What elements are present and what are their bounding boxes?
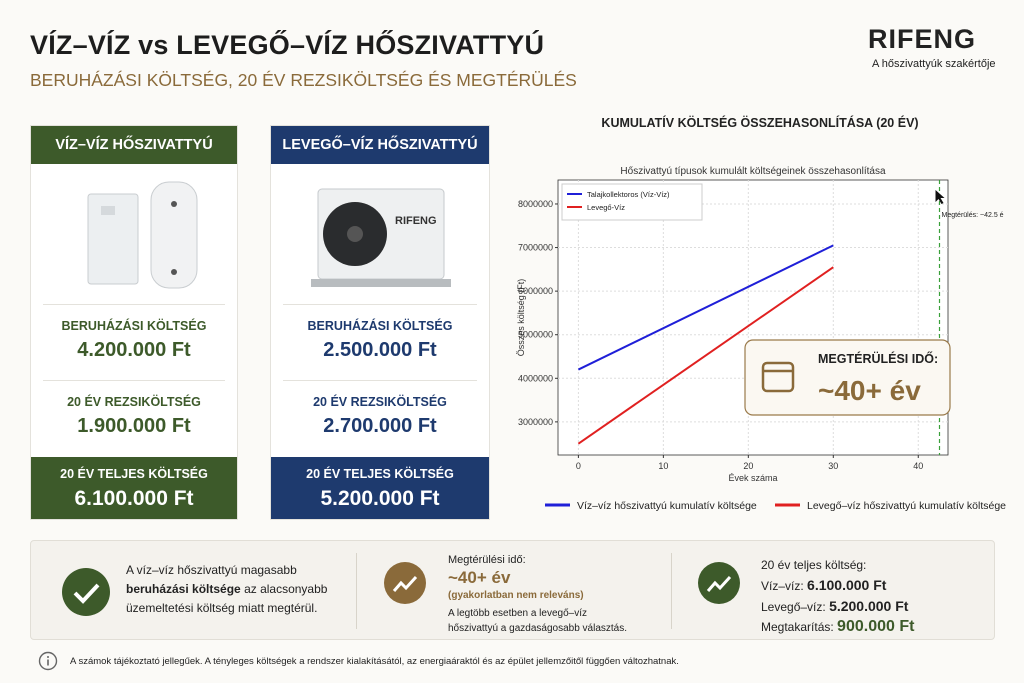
y-tick-label: 4000000 <box>518 373 553 383</box>
cost-row: 20 ÉV REZSIKÖLTSÉG 1.900.000 Ft <box>43 381 225 457</box>
label: Víz–víz: <box>761 579 804 593</box>
legend-label: Levegő–víz hőszivattyú kumulatív költség… <box>807 500 1006 512</box>
label: Levegő–víz: <box>761 600 826 614</box>
chart: KUMULATÍV KÖLTSÉG ÖSSZEHASONLÍTÁSA (20 É… <box>516 115 1006 512</box>
tank-valve <box>171 269 177 275</box>
x-tick-label: 0 <box>576 461 581 471</box>
y-tick-label: 5000000 <box>518 330 553 340</box>
info-icon <box>38 651 58 671</box>
card-title: VÍZ–VÍZ HŐSZIVATTYÚ <box>31 126 237 164</box>
growth-icon <box>698 562 740 604</box>
total-label: 20 ÉV TELJES KÖLTSÉG <box>306 467 454 481</box>
cost-value: 2.700.000 Ft <box>323 415 437 437</box>
fan-hub <box>347 226 363 242</box>
logo: RIFENG <box>868 24 977 54</box>
separator <box>356 553 357 629</box>
cost-row: BERUHÁZÁSI KÖLTSÉG 4.200.000 Ft <box>43 305 225 381</box>
value: ~40+ év <box>448 568 511 587</box>
separator <box>671 553 672 629</box>
cost-value: 1.900.000 Ft <box>77 415 191 437</box>
check-icon <box>62 568 110 616</box>
payback-annotation: Megtérülés: ~42.5 é <box>942 212 1004 219</box>
legend-box <box>561 183 703 221</box>
label: Megtakarítás: <box>761 620 834 634</box>
summary-panel: A víz–víz hőszivattyú magasabb beruházás… <box>30 540 995 640</box>
cost-label: BERUHÁZÁSI KÖLTSÉG <box>307 319 453 333</box>
total-value: 5.200.000 Ft <box>320 487 440 510</box>
chart-title: Hőszivattyú típusok kumulált költségeine… <box>620 166 886 177</box>
text-bold: beruházási költsége <box>126 582 241 596</box>
badge-label: MEGTÉRÜLÉSI IDŐ: <box>818 351 938 366</box>
cost-line: Megtakarítás: 900.000 Ft <box>761 617 991 637</box>
value: 5.200.000 Ft <box>829 598 909 614</box>
text: A legtöbb esetben a levegő–víz <box>448 608 587 619</box>
cost-line: Víz–víz: 6.100.000 Ft <box>761 575 991 596</box>
y-tick-label: 7000000 <box>518 243 553 253</box>
product-image <box>43 164 225 305</box>
tagline: A hőszivattyúk szakértője <box>872 58 996 70</box>
unit-drawing: RIFENG <box>311 188 451 287</box>
cost-line: Levegő–víz: 5.200.000 Ft <box>761 596 991 617</box>
display <box>101 206 115 215</box>
summary-text: A víz–víz hőszivattyú magasabb beruházás… <box>126 561 366 618</box>
product-image: RIFENG <box>283 164 477 305</box>
page-title: VÍZ–VÍZ vs LEVEGŐ–VÍZ HŐSZIVATTYÚ <box>30 30 545 60</box>
series-line <box>577 244 834 371</box>
badge-value: ~40+ év <box>818 375 921 406</box>
x-tick-label: 10 <box>658 461 668 471</box>
x-tick-label: 20 <box>743 461 753 471</box>
value: 900.000 Ft <box>837 618 915 635</box>
summary-text: 20 év teljes költség: Víz–víz: 6.100.000… <box>761 555 991 637</box>
text: hőszivattyú a gazdaságosabb választás. <box>448 623 627 634</box>
series-line <box>577 266 834 445</box>
y-tick-label: 6000000 <box>518 286 553 296</box>
card-title: LEVEGŐ–VÍZ HŐSZIVATTYÚ <box>271 126 489 164</box>
tank <box>150 181 198 289</box>
footnote: A számok tájékoztató jellegűek. A tényle… <box>70 656 679 667</box>
legend-label: Víz–víz hőszivattyú kumulatív költsége <box>577 500 757 512</box>
total-box: 20 ÉV TELJES KÖLTSÉG 5.200.000 Ft <box>271 457 489 519</box>
unit-base <box>311 279 451 287</box>
x-axis-label: Évek száma <box>728 473 777 483</box>
card: VÍZ–VÍZ HŐSZIVATTYÚ BERUHÁZÁSI KÖLTSÉG 4… <box>30 125 238 520</box>
cursor <box>935 190 945 204</box>
section-title: KUMULATÍV KÖLTSÉG ÖSSZEHASONLÍTÁSA (20 É… <box>601 115 918 130</box>
legend-label: Levegő-Víz <box>587 203 625 212</box>
y-tick-label: 3000000 <box>518 417 553 427</box>
text: az alacsonyabb <box>244 582 328 596</box>
indoor-unit <box>87 193 139 285</box>
cost-label: 20 ÉV REZSIKÖLTSÉG <box>67 395 201 409</box>
cost-value: 4.200.000 Ft <box>77 339 191 361</box>
cost-label: BERUHÁZÁSI KÖLTSÉG <box>61 319 207 333</box>
y-tick-label: 8000000 <box>518 199 553 209</box>
total-value: 6.100.000 Ft <box>74 487 194 510</box>
summary-text: Megtérülési idő: ~40+ év (gyakorlatban n… <box>448 553 688 636</box>
unit-brand: RIFENG <box>395 215 437 227</box>
y-axis-label: Összes költség (Ft) <box>516 279 526 357</box>
text: 20 év teljes költség: <box>761 558 867 572</box>
note: (gyakorlatban nem releváns) <box>448 590 584 601</box>
text: Megtérülési idő: <box>448 554 526 566</box>
cost-row: BERUHÁZÁSI KÖLTSÉG 2.500.000 Ft <box>283 305 477 381</box>
badge <box>744 339 951 416</box>
cost-value: 2.500.000 Ft <box>323 339 437 361</box>
text: üzemeltetési költség miatt megtérül. <box>126 601 318 615</box>
x-tick-label: 30 <box>828 461 838 471</box>
total-label: 20 ÉV TELJES KÖLTSÉG <box>60 467 208 481</box>
unit-drawing <box>87 181 198 289</box>
calendar-icon <box>761 361 795 393</box>
page-subtitle: BERUHÁZÁSI KÖLTSÉG, 20 ÉV REZSIKÖLTSÉG É… <box>30 70 577 90</box>
cost-row: 20 ÉV REZSIKÖLTSÉG 2.700.000 Ft <box>283 381 477 457</box>
card: LEVEGŐ–VÍZ HŐSZIVATTYÚ RIFENG BERUHÁZÁSI… <box>270 125 490 520</box>
value: 6.100.000 Ft <box>807 577 887 593</box>
x-tick-label: 40 <box>913 461 923 471</box>
growth-icon <box>384 562 426 604</box>
text: A víz–víz hőszivattyú magasabb <box>126 563 297 577</box>
cost-label: 20 ÉV REZSIKÖLTSÉG <box>313 395 447 409</box>
legend-label: Talajkollektoros (Víz-Víz) <box>587 190 670 199</box>
tank-valve <box>171 201 177 207</box>
total-box: 20 ÉV TELJES KÖLTSÉG 6.100.000 Ft <box>31 457 237 519</box>
